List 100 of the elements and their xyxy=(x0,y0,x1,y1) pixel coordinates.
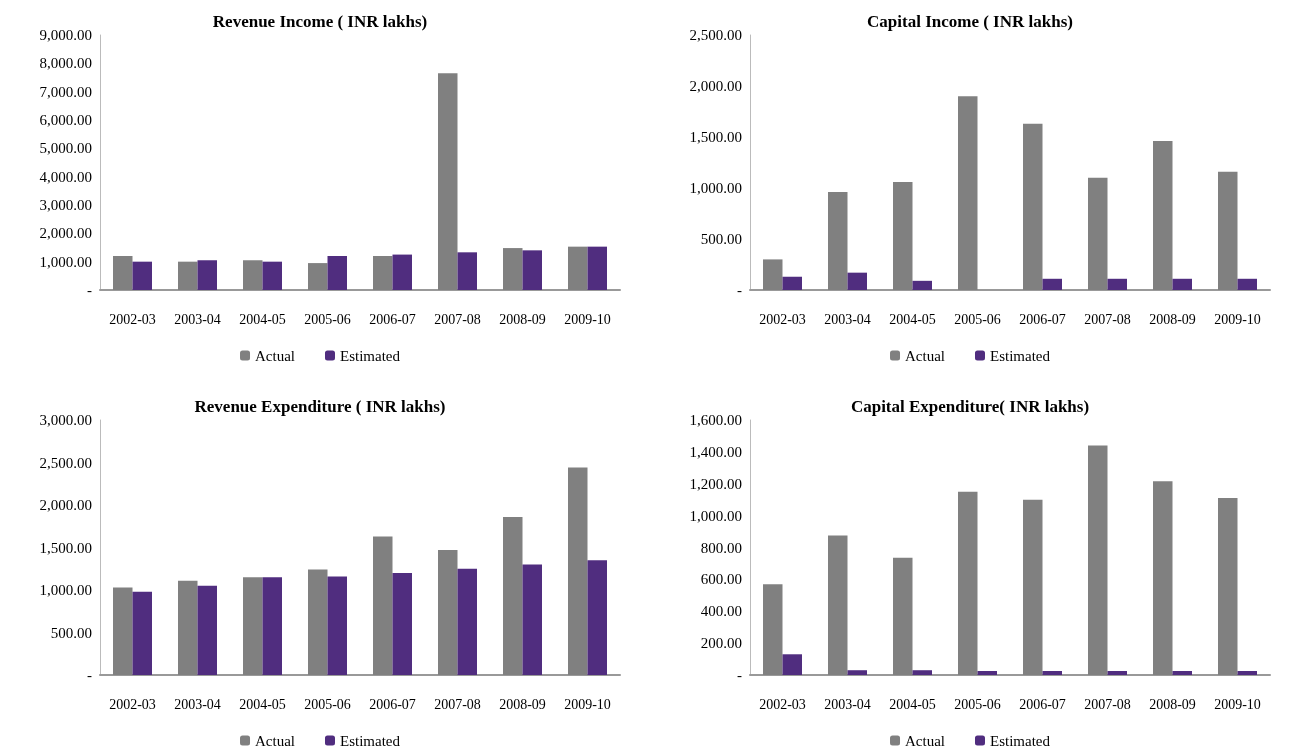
x-tick-label: 2007-08 xyxy=(434,696,481,712)
legend-label: Estimated xyxy=(340,732,401,749)
bar xyxy=(197,585,217,675)
bar xyxy=(828,192,848,290)
bar xyxy=(178,261,198,290)
bar xyxy=(457,568,477,675)
x-tick-label: 2002-03 xyxy=(109,311,156,327)
bar xyxy=(1237,671,1257,675)
bar xyxy=(327,256,347,290)
x-tick-label: 2005-06 xyxy=(304,696,351,712)
x-tick-label: 2009-10 xyxy=(564,696,611,712)
y-tick-label: 1,500.00 xyxy=(39,539,92,556)
x-tick-label: 2003-04 xyxy=(824,696,871,712)
bar xyxy=(392,254,412,290)
y-tick-label: 2,500.00 xyxy=(689,27,742,43)
bar xyxy=(977,671,997,675)
bar xyxy=(568,467,588,675)
bar xyxy=(568,246,588,290)
x-tick-label: 2004-05 xyxy=(239,696,286,712)
x-tick-label: 2005-06 xyxy=(954,311,1001,327)
x-tick-label: 2002-03 xyxy=(109,696,156,712)
y-tick-label: 2,000.00 xyxy=(689,78,742,94)
bar xyxy=(1107,671,1127,675)
legend-label: Actual xyxy=(905,347,945,364)
legend-label: Estimated xyxy=(990,732,1051,749)
bar xyxy=(308,569,328,675)
bar xyxy=(373,256,393,290)
y-tick-label: 4,000.00 xyxy=(39,168,92,185)
y-tick-label: 9,000.00 xyxy=(39,27,92,43)
bar xyxy=(782,654,802,675)
legend-label: Actual xyxy=(255,347,295,364)
bar xyxy=(958,96,978,290)
y-tick-label: - xyxy=(737,667,742,683)
bar xyxy=(912,280,932,290)
bar xyxy=(197,260,217,290)
bar xyxy=(522,564,542,675)
y-tick-label: 800.00 xyxy=(700,539,742,556)
chart-title: Capital Expenditure( INR lakhs) xyxy=(850,397,1090,416)
y-tick-label: 500.00 xyxy=(700,231,742,247)
y-tick-label: 7,000.00 xyxy=(39,83,92,100)
bar xyxy=(1107,278,1127,290)
y-tick-label: - xyxy=(87,282,92,298)
bar xyxy=(178,580,198,675)
bar xyxy=(113,587,133,675)
bar xyxy=(243,577,263,675)
bar xyxy=(893,181,913,290)
x-tick-label: 2003-04 xyxy=(174,311,221,327)
x-tick-label: 2006-07 xyxy=(1019,696,1066,712)
bar xyxy=(522,250,542,290)
bar xyxy=(132,591,152,675)
y-tick-label: 200.00 xyxy=(700,635,742,652)
y-tick-label: 1,000.00 xyxy=(39,253,92,270)
x-tick-label: 2002-03 xyxy=(759,696,806,712)
bar xyxy=(132,261,152,290)
x-tick-label: 2004-05 xyxy=(889,696,936,712)
bar xyxy=(457,252,477,290)
y-tick-label: 1,000.00 xyxy=(689,507,742,524)
y-tick-label: 2,000.00 xyxy=(39,497,92,513)
bar xyxy=(893,557,913,675)
bar xyxy=(1218,171,1238,290)
x-tick-label: 2005-06 xyxy=(304,311,351,327)
y-tick-label: 1,500.00 xyxy=(689,129,742,145)
x-tick-label: 2003-04 xyxy=(824,311,871,327)
bar xyxy=(1218,498,1238,675)
x-tick-label: 2004-05 xyxy=(239,311,286,327)
legend-label: Estimated xyxy=(340,347,401,364)
bar xyxy=(587,246,607,290)
y-tick-label: 400.00 xyxy=(700,603,742,620)
bar xyxy=(782,276,802,290)
y-tick-label: 1,400.00 xyxy=(689,443,742,460)
bar xyxy=(1153,481,1173,675)
bar xyxy=(503,516,523,675)
y-tick-label: 2,000.00 xyxy=(39,225,92,242)
y-tick-label: - xyxy=(87,667,92,683)
y-tick-label: 3,000.00 xyxy=(39,412,92,428)
bar xyxy=(438,73,458,290)
x-tick-label: 2003-04 xyxy=(174,696,221,712)
bar xyxy=(1088,445,1108,675)
bar xyxy=(373,536,393,675)
bar xyxy=(1042,671,1062,675)
x-tick-label: 2009-10 xyxy=(1214,696,1261,712)
y-tick-label: 8,000.00 xyxy=(39,55,92,72)
y-tick-label: 5,000.00 xyxy=(39,140,92,157)
bar xyxy=(847,670,867,675)
bar xyxy=(1023,499,1043,675)
x-tick-label: 2006-07 xyxy=(369,696,416,712)
bar xyxy=(1153,141,1173,290)
bar xyxy=(113,256,133,290)
x-tick-label: 2007-08 xyxy=(434,311,481,327)
bar xyxy=(587,560,607,675)
legend-label: Actual xyxy=(905,732,945,749)
x-tick-label: 2009-10 xyxy=(1214,311,1261,327)
bar xyxy=(262,577,282,675)
bar xyxy=(1237,278,1257,290)
y-tick-label: 1,000.00 xyxy=(39,582,92,598)
bar xyxy=(1023,123,1043,290)
x-tick-label: 2002-03 xyxy=(759,311,806,327)
bar xyxy=(392,573,412,675)
bar xyxy=(438,550,458,675)
y-tick-label: 600.00 xyxy=(700,571,742,588)
